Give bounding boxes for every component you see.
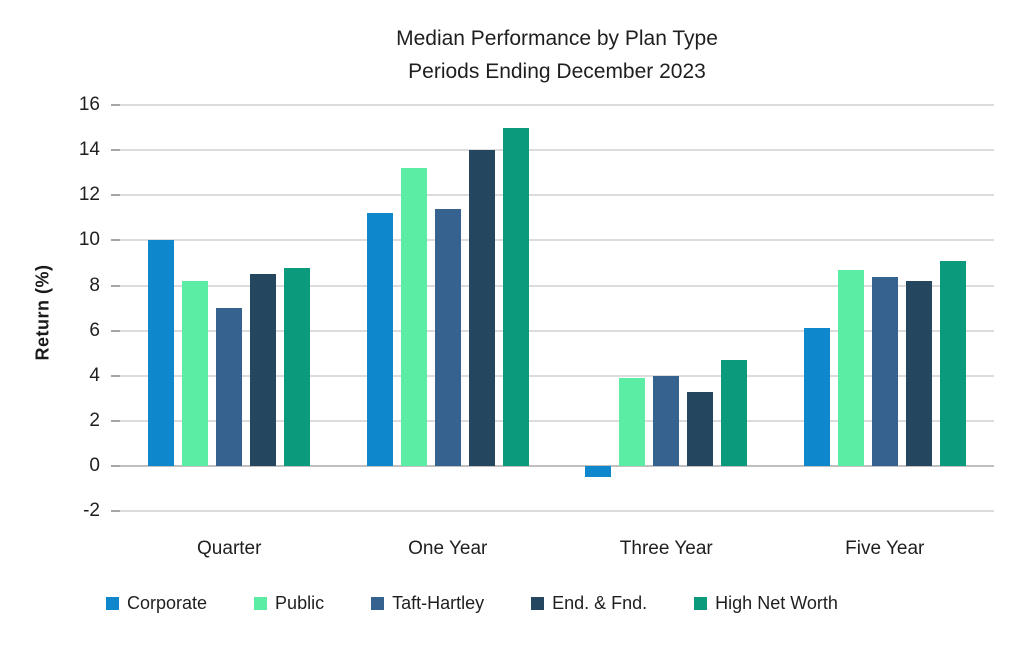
bar-high-net-worth-three-year [721, 360, 748, 467]
y-tick-mark-0 [111, 465, 120, 468]
y-tick-mark-8 [111, 284, 120, 287]
bar-end-fnd-quarter [250, 274, 277, 467]
legend: Corporate Public Taft-Hartley End. & Fnd. Hi… [106, 592, 838, 614]
legend-label-end-fnd: End. & Fnd. [552, 593, 648, 613]
legend-swatch-public [254, 596, 268, 610]
y-tick-mark-12 [111, 194, 120, 197]
bar-corporate-quarter [148, 240, 175, 467]
legend-item-taft-hartley: Taft-Hartley [371, 592, 484, 614]
gridline-y-10 [120, 239, 994, 242]
gridline-y-6 [120, 329, 994, 332]
bar-public-quarter [182, 281, 209, 467]
bar-public-one-year [400, 168, 427, 467]
legend-swatch-corporate [106, 596, 119, 610]
chart-title: Median Performance by Plan Type [396, 27, 718, 50]
bar-corporate-one-year [366, 213, 393, 467]
y-tick-mark-6 [111, 329, 120, 332]
bar-public-three-year [619, 378, 646, 467]
legend-swatch-high-net-worth [694, 596, 708, 610]
bar-end-fnd-three-year [687, 391, 714, 467]
gridline-y-14 [120, 149, 994, 152]
y-tick-label-0: 0 [89, 455, 100, 477]
legend-swatch-end-fnd [531, 596, 545, 610]
y-tick-label-16: 16 [78, 94, 100, 115]
bar-high-net-worth-one-year [502, 127, 529, 467]
y-tick-mark-2 [111, 420, 120, 422]
bar-corporate-three-year [585, 466, 612, 478]
y-tick-label-10: 10 [78, 229, 100, 251]
legend-item-high-net-worth: High Net Worth [694, 592, 838, 614]
bar-taft-hartley-five-year [871, 276, 898, 467]
x-axis-label-three-year: Three Year [619, 538, 713, 559]
bar-high-net-worth-quarter [284, 267, 311, 467]
bar-public-five-year [837, 269, 864, 467]
y-tick-label-8: 8 [89, 274, 100, 296]
bar-end-fnd-one-year [468, 150, 495, 467]
legend-label-corporate: Corporate [127, 593, 208, 613]
bar-taft-hartley-three-year [653, 375, 680, 467]
bar-corporate-five-year [803, 328, 830, 467]
y-tick-label-12: 12 [78, 184, 100, 206]
gridline-y-2 [120, 420, 994, 422]
legend-label-taft-hartley: Taft-Hartley [392, 593, 485, 613]
y-tick-label-4: 4 [89, 364, 100, 386]
legend-item-end-fnd: End. & Fnd. [531, 592, 647, 614]
gridline-y-16 [120, 104, 994, 106]
y-tick-label--2: -2 [83, 500, 100, 522]
y-tick-mark-14 [111, 149, 120, 152]
legend-label-high-net-worth: High Net Worth [715, 593, 838, 613]
y-tick-label-14: 14 [78, 139, 100, 161]
y-tick-label-2: 2 [89, 410, 100, 431]
legend-item-public: Public [254, 592, 324, 614]
zero-axis-line [120, 465, 994, 468]
bar-taft-hartley-one-year [434, 208, 461, 467]
gridline-y-4 [120, 374, 994, 377]
y-tick-mark-16 [111, 104, 120, 106]
bar-end-fnd-five-year [905, 281, 932, 467]
gridline-y--2 [120, 510, 994, 513]
chart-subtitle: Periods Ending December 2023 [408, 60, 706, 83]
y-tick-label-6: 6 [89, 319, 100, 341]
bar-high-net-worth-five-year [939, 260, 966, 467]
x-axis-label-five-year: Five Year [845, 538, 925, 559]
chart-title-block: Median Performance by Plan Type Periods … [120, 22, 994, 88]
legend-label-public: Public [275, 593, 325, 613]
y-tick-mark-4 [111, 374, 120, 377]
y-tick-mark--2 [111, 510, 120, 513]
gridline-y-12 [120, 194, 994, 197]
legend-item-corporate: Corporate [106, 592, 207, 614]
x-axis-label-quarter: Quarter [197, 538, 262, 559]
gridline-y-8 [120, 284, 994, 287]
legend-swatch-taft-hartley [371, 596, 385, 610]
x-axis-label-one-year: One Year [408, 538, 488, 559]
y-tick-mark-10 [111, 239, 120, 242]
bar-taft-hartley-quarter [216, 308, 243, 467]
